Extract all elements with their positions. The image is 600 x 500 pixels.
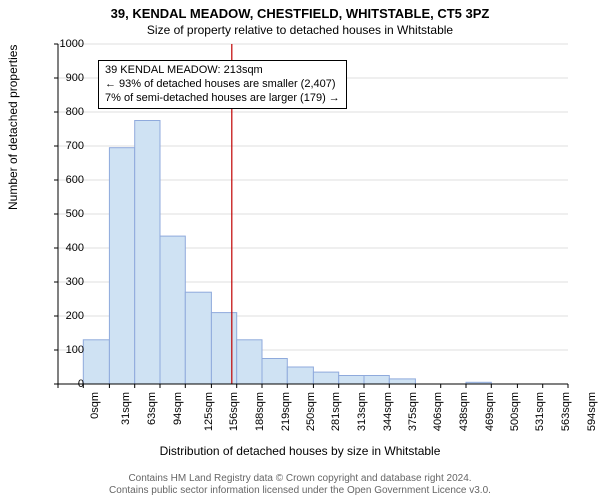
x-tick: 563sqm [561,392,573,431]
y-tick: 1000 [60,38,84,50]
y-tick: 0 [78,378,84,390]
y-tick: 400 [66,242,84,254]
y-tick: 200 [66,310,84,322]
x-tick: 594sqm [586,392,598,431]
annotation-line-1: 39 KENDAL MEADOW: 213sqm [105,64,340,78]
annotation-line-2: ← 93% of detached houses are smaller (2,… [105,78,340,92]
footer-line-2: Contains public sector information licen… [0,485,600,497]
footer-attribution: Contains HM Land Registry data © Crown c… [0,473,600,497]
y-tick: 500 [66,208,84,220]
y-axis-label: Number of detached properties [6,45,20,210]
x-tick: 469sqm [484,392,496,431]
x-tick: 313sqm [357,392,369,431]
x-tick: 250sqm [305,392,317,431]
y-tick: 800 [66,106,84,118]
chart-title-sub: Size of property relative to detached ho… [0,21,600,37]
x-tick: 63sqm [146,392,158,425]
x-tick: 125sqm [203,392,215,431]
footer-line-1: Contains HM Land Registry data © Crown c… [0,473,600,485]
x-axis-label: Distribution of detached houses by size … [0,444,600,458]
annotation-line-3: 7% of semi-detached houses are larger (1… [105,92,340,106]
x-tick: 188sqm [255,392,267,431]
x-tick: 281sqm [330,392,342,431]
annotation-box: 39 KENDAL MEADOW: 213sqm ← 93% of detach… [98,60,347,109]
plot-area: 39 KENDAL MEADOW: 213sqm ← 93% of detach… [58,44,568,384]
x-tick: 219sqm [280,392,292,431]
x-tick: 375sqm [407,392,419,431]
x-tick: 344sqm [382,392,394,431]
x-tick: 500sqm [509,392,521,431]
y-tick: 700 [66,140,84,152]
x-tick: 406sqm [432,392,444,431]
x-tick: 94sqm [172,392,184,425]
x-tick: 438sqm [459,392,471,431]
x-tick: 31sqm [120,392,132,425]
y-tick: 100 [66,344,84,356]
x-tick: 531sqm [534,392,546,431]
chart-title-main: 39, KENDAL MEADOW, CHESTFIELD, WHITSTABL… [0,0,600,21]
y-tick: 600 [66,174,84,186]
y-tick: 900 [66,72,84,84]
y-tick: 300 [66,276,84,288]
x-tick: 156sqm [228,392,240,431]
x-tick: 0sqm [89,392,101,419]
chart-container: 39, KENDAL MEADOW, CHESTFIELD, WHITSTABL… [0,0,600,500]
